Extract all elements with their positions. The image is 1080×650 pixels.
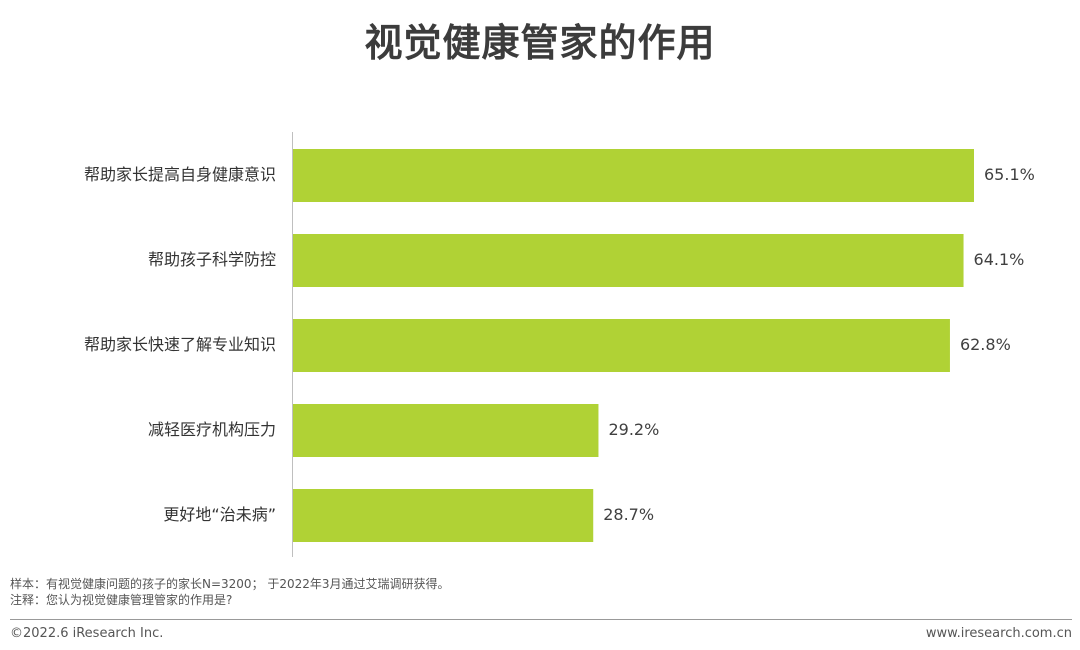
category-label: 帮助家长提高自身健康意识 [84,165,276,184]
value-label: 62.8% [960,335,1011,354]
bar [293,404,599,457]
value-label: 29.2% [608,420,659,439]
footer-divider [10,619,1072,620]
sample-note: 样本：有视觉健康问题的孩子的家长N=3200； 于2022年3月通过艾瑞调研获得… [10,577,450,591]
bars-group: 帮助家长提高自身健康意识 65.1% 帮助孩子科学防控 64.1% 帮助家长快速了解专业… [84,149,1035,542]
category-label: 更好地“治未病” [163,505,276,524]
bar-chart: 帮助家长提高自身健康意识 65.1% 帮助孩子科学防控 64.1% 帮助家长快速了解专业… [84,132,1035,557]
value-label: 65.1% [984,165,1035,184]
category-label: 减轻医疗机构压力 [148,420,276,439]
bar [293,489,594,542]
notes: 样本：有视觉健康问题的孩子的家长N=3200； 于2022年3月通过艾瑞调研获得… [10,576,450,608]
category-label: 帮助家长快速了解专业知识 [84,335,276,354]
value-label: 64.1% [974,250,1025,269]
bar [293,234,964,287]
question-note: 注释：您认为视觉健康管理管家的作用是? [10,593,233,607]
copyright: ©2022.6 iResearch Inc. [10,626,164,641]
bar [293,149,974,202]
bar [293,319,950,372]
value-label: 28.7% [603,505,654,524]
category-label: 帮助孩子科学防控 [148,250,276,269]
website-link[interactable]: www.iresearch.com.cn [925,626,1072,641]
chart-title: 视觉健康管家的作用 [364,21,716,65]
